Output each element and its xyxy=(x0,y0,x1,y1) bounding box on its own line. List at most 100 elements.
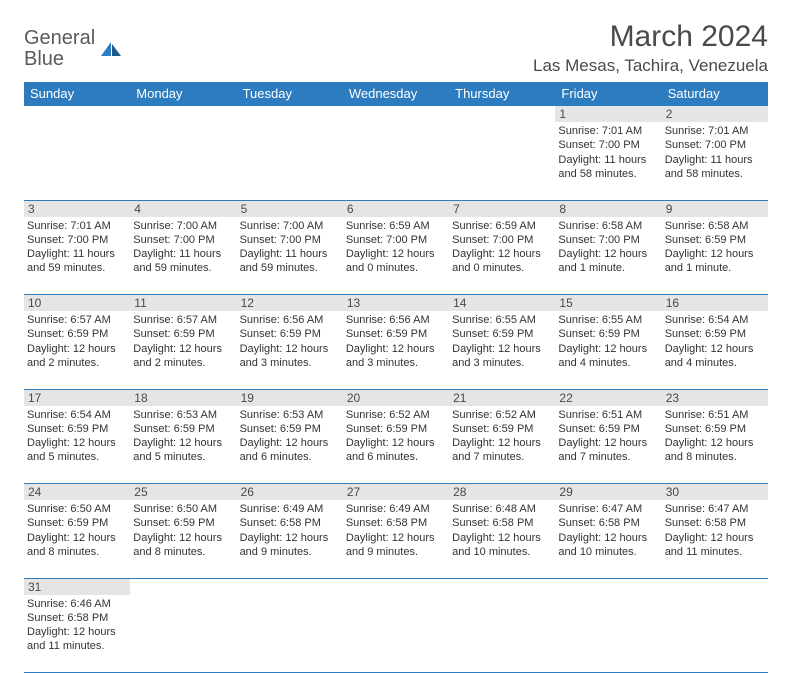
daylight-text: Daylight: 12 hours and 6 minutes. xyxy=(240,436,340,465)
title-block: March 2024 Las Mesas, Tachira, Venezuela xyxy=(533,20,768,76)
day-number: 5 xyxy=(237,200,343,217)
sunset-text: Sunset: 6:58 PM xyxy=(452,516,552,530)
sunrise-text: Sunrise: 6:53 AM xyxy=(133,408,233,422)
daylight-text: Daylight: 12 hours and 0 minutes. xyxy=(346,247,446,276)
day-content: Sunrise: 7:01 AMSunset: 7:00 PMDaylight:… xyxy=(555,122,661,185)
daylight-text: Daylight: 12 hours and 0 minutes. xyxy=(452,247,552,276)
day-content: Sunrise: 6:47 AMSunset: 6:58 PMDaylight:… xyxy=(662,500,768,563)
sunrise-text: Sunrise: 6:55 AM xyxy=(452,313,552,327)
day-cell: Sunrise: 6:55 AMSunset: 6:59 PMDaylight:… xyxy=(449,311,555,389)
sunset-text: Sunset: 6:59 PM xyxy=(240,422,340,436)
day-number: 1 xyxy=(555,106,661,123)
day-number xyxy=(130,106,236,123)
day-content: Sunrise: 7:01 AMSunset: 7:00 PMDaylight:… xyxy=(662,122,768,185)
week-row: Sunrise: 6:54 AMSunset: 6:59 PMDaylight:… xyxy=(24,406,768,484)
day-cell xyxy=(24,122,130,200)
daylight-text: Daylight: 11 hours and 59 minutes. xyxy=(27,247,127,276)
daylight-text: Daylight: 12 hours and 10 minutes. xyxy=(452,531,552,560)
logo: General Blue xyxy=(24,28,123,70)
sunrise-text: Sunrise: 6:58 AM xyxy=(665,219,765,233)
day-cell: Sunrise: 7:00 AMSunset: 7:00 PMDaylight:… xyxy=(237,217,343,295)
sunset-text: Sunset: 6:58 PM xyxy=(665,516,765,530)
sunset-text: Sunset: 6:59 PM xyxy=(133,422,233,436)
day-number xyxy=(343,578,449,595)
day-number: 14 xyxy=(449,295,555,312)
logo-text-1: General xyxy=(24,27,95,49)
day-number: 28 xyxy=(449,484,555,501)
weekday-header: Wednesday xyxy=(343,82,449,106)
sunrise-text: Sunrise: 6:54 AM xyxy=(27,408,127,422)
location: Las Mesas, Tachira, Venezuela xyxy=(533,56,768,76)
day-cell: Sunrise: 6:55 AMSunset: 6:59 PMDaylight:… xyxy=(555,311,661,389)
week-row: Sunrise: 7:01 AMSunset: 7:00 PMDaylight:… xyxy=(24,122,768,200)
sunset-text: Sunset: 6:59 PM xyxy=(240,327,340,341)
daylight-text: Daylight: 12 hours and 4 minutes. xyxy=(665,342,765,371)
day-cell xyxy=(130,595,236,673)
sunrise-text: Sunrise: 6:51 AM xyxy=(558,408,658,422)
sunrise-text: Sunrise: 7:00 AM xyxy=(133,219,233,233)
daylight-text: Daylight: 11 hours and 58 minutes. xyxy=(665,153,765,182)
day-number: 22 xyxy=(555,389,661,406)
sunrise-text: Sunrise: 7:01 AM xyxy=(27,219,127,233)
day-content: Sunrise: 6:51 AMSunset: 6:59 PMDaylight:… xyxy=(662,406,768,469)
day-cell: Sunrise: 6:57 AMSunset: 6:59 PMDaylight:… xyxy=(24,311,130,389)
week-row: Sunrise: 7:01 AMSunset: 7:00 PMDaylight:… xyxy=(24,217,768,295)
daynum-row: 24252627282930 xyxy=(24,484,768,501)
day-cell: Sunrise: 6:53 AMSunset: 6:59 PMDaylight:… xyxy=(237,406,343,484)
sunrise-text: Sunrise: 7:00 AM xyxy=(240,219,340,233)
sunrise-text: Sunrise: 6:56 AM xyxy=(346,313,446,327)
daylight-text: Daylight: 11 hours and 59 minutes. xyxy=(133,247,233,276)
logo-text-2: Blue xyxy=(24,48,64,70)
daylight-text: Daylight: 12 hours and 2 minutes. xyxy=(27,342,127,371)
day-number xyxy=(662,578,768,595)
daylight-text: Daylight: 12 hours and 3 minutes. xyxy=(240,342,340,371)
day-content: Sunrise: 6:53 AMSunset: 6:59 PMDaylight:… xyxy=(237,406,343,469)
daylight-text: Daylight: 12 hours and 11 minutes. xyxy=(665,531,765,560)
day-cell: Sunrise: 7:00 AMSunset: 7:00 PMDaylight:… xyxy=(130,217,236,295)
day-cell: Sunrise: 6:47 AMSunset: 6:58 PMDaylight:… xyxy=(662,500,768,578)
daylight-text: Daylight: 12 hours and 2 minutes. xyxy=(133,342,233,371)
sunset-text: Sunset: 7:00 PM xyxy=(240,233,340,247)
sunrise-text: Sunrise: 6:59 AM xyxy=(452,219,552,233)
sunset-text: Sunset: 7:00 PM xyxy=(346,233,446,247)
day-content: Sunrise: 6:49 AMSunset: 6:58 PMDaylight:… xyxy=(237,500,343,563)
sunset-text: Sunset: 7:00 PM xyxy=(665,138,765,152)
day-number: 6 xyxy=(343,200,449,217)
daylight-text: Daylight: 12 hours and 1 minute. xyxy=(665,247,765,276)
day-content: Sunrise: 6:57 AMSunset: 6:59 PMDaylight:… xyxy=(130,311,236,374)
day-content: Sunrise: 6:56 AMSunset: 6:59 PMDaylight:… xyxy=(343,311,449,374)
day-cell xyxy=(555,595,661,673)
day-cell: Sunrise: 6:54 AMSunset: 6:59 PMDaylight:… xyxy=(662,311,768,389)
day-cell: Sunrise: 6:56 AMSunset: 6:59 PMDaylight:… xyxy=(237,311,343,389)
sunset-text: Sunset: 7:00 PM xyxy=(558,138,658,152)
sunrise-text: Sunrise: 7:01 AM xyxy=(558,124,658,138)
sunset-text: Sunset: 6:58 PM xyxy=(558,516,658,530)
day-number: 10 xyxy=(24,295,130,312)
sunset-text: Sunset: 7:00 PM xyxy=(558,233,658,247)
day-cell xyxy=(237,122,343,200)
header: General Blue March 2024 Las Mesas, Tachi… xyxy=(24,20,768,76)
sunset-text: Sunset: 7:00 PM xyxy=(133,233,233,247)
sail-icon xyxy=(99,40,123,58)
day-cell: Sunrise: 6:58 AMSunset: 6:59 PMDaylight:… xyxy=(662,217,768,295)
weekday-header: Friday xyxy=(555,82,661,106)
day-cell xyxy=(662,595,768,673)
day-cell: Sunrise: 6:51 AMSunset: 6:59 PMDaylight:… xyxy=(662,406,768,484)
day-number: 9 xyxy=(662,200,768,217)
sunset-text: Sunset: 6:59 PM xyxy=(346,422,446,436)
sunrise-text: Sunrise: 6:47 AM xyxy=(558,502,658,516)
sunrise-text: Sunrise: 6:57 AM xyxy=(27,313,127,327)
day-cell: Sunrise: 6:59 AMSunset: 7:00 PMDaylight:… xyxy=(343,217,449,295)
daylight-text: Daylight: 12 hours and 5 minutes. xyxy=(27,436,127,465)
sunrise-text: Sunrise: 6:59 AM xyxy=(346,219,446,233)
day-content: Sunrise: 6:57 AMSunset: 6:59 PMDaylight:… xyxy=(24,311,130,374)
day-number: 13 xyxy=(343,295,449,312)
sunrise-text: Sunrise: 7:01 AM xyxy=(665,124,765,138)
day-number: 8 xyxy=(555,200,661,217)
daylight-text: Daylight: 12 hours and 8 minutes. xyxy=(665,436,765,465)
day-cell: Sunrise: 6:53 AMSunset: 6:59 PMDaylight:… xyxy=(130,406,236,484)
day-cell: Sunrise: 6:47 AMSunset: 6:58 PMDaylight:… xyxy=(555,500,661,578)
day-cell: Sunrise: 6:46 AMSunset: 6:58 PMDaylight:… xyxy=(24,595,130,673)
daylight-text: Daylight: 12 hours and 9 minutes. xyxy=(240,531,340,560)
weekday-header: Thursday xyxy=(449,82,555,106)
